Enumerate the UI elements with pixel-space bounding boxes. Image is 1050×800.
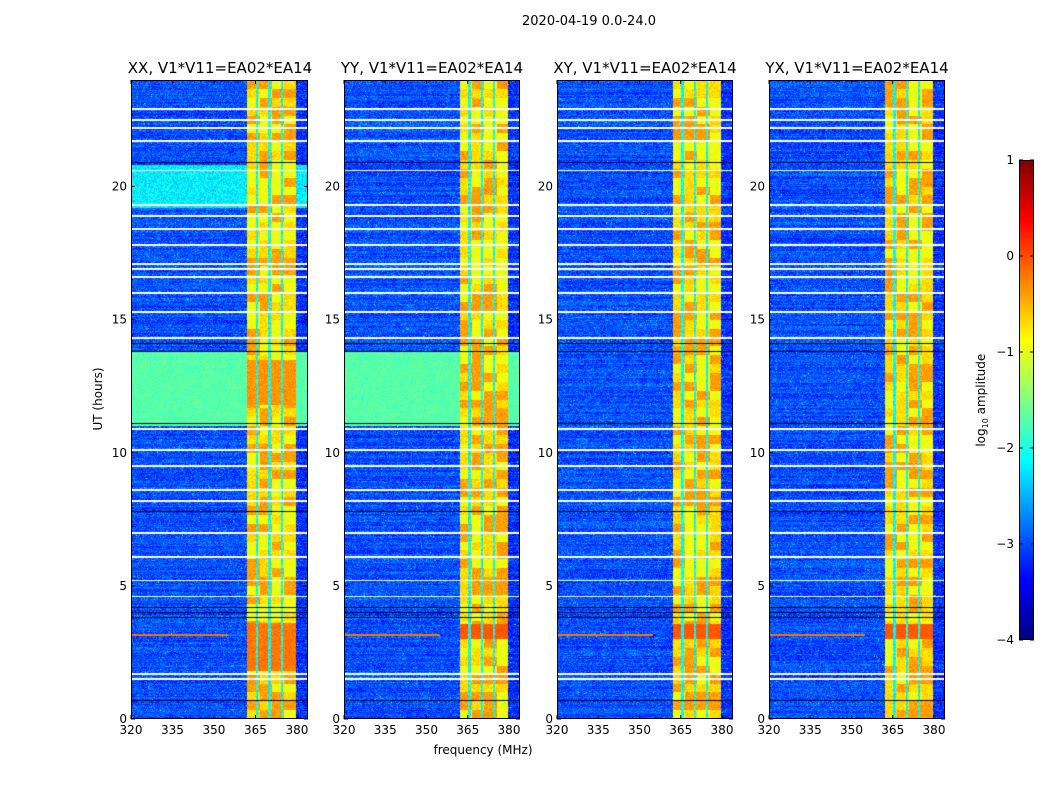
x-tick-label: 320 xyxy=(758,723,781,737)
heatmap-xy xyxy=(557,80,733,719)
panel-title-xy: XY, V1*V11=EA02*EA14 xyxy=(553,59,737,77)
x-tick-label: 320 xyxy=(546,723,569,737)
y-tick-label: 0 xyxy=(332,712,340,726)
y-tick-label: 10 xyxy=(112,446,127,460)
colorbar-frame xyxy=(1019,160,1034,640)
x-axis-label: frequency (MHz) xyxy=(433,743,533,757)
y-tick-label: 0 xyxy=(757,712,765,726)
panel-title-xx: XX, V1*V11=EA02*EA14 xyxy=(127,59,313,77)
y-tick-label: 20 xyxy=(112,180,127,194)
axes-frame xyxy=(557,80,733,719)
y-tick-label: 5 xyxy=(757,579,765,593)
x-tick-label: 365 xyxy=(669,723,692,737)
x-tick-label: 365 xyxy=(456,723,479,737)
y-tick-label: 20 xyxy=(325,180,340,194)
x-tick-label: 380 xyxy=(923,723,946,737)
axes-frame xyxy=(131,80,308,719)
y-tick-label: 15 xyxy=(750,313,765,327)
x-tick-label: 350 xyxy=(415,723,438,737)
x-tick-label: 320 xyxy=(333,723,356,737)
axes-frame xyxy=(769,80,945,719)
axes-frame xyxy=(344,80,520,719)
x-tick-label: 350 xyxy=(628,723,651,737)
y-tick-label: 15 xyxy=(325,313,340,327)
x-tick-label: 320 xyxy=(120,723,143,737)
colorbar-tick-label: 1 xyxy=(1006,153,1014,167)
y-tick-label: 10 xyxy=(538,446,553,460)
y-tick-label: 15 xyxy=(538,313,553,327)
heatmap-yx xyxy=(769,80,945,719)
colorbar-label-prefix: log xyxy=(973,428,988,447)
x-tick-label: 365 xyxy=(244,723,267,737)
y-tick-label: 20 xyxy=(750,180,765,194)
x-tick-label: 365 xyxy=(881,723,904,737)
y-tick-label: 5 xyxy=(545,579,553,593)
y-tick-label: 20 xyxy=(538,180,553,194)
colorbar-label: log10 amplitude xyxy=(974,340,990,460)
x-tick-label: 350 xyxy=(840,723,863,737)
colorbar-tick-label: −3 xyxy=(996,537,1014,551)
colorbar-tick-label: −4 xyxy=(996,633,1014,647)
x-tick-label: 380 xyxy=(498,723,521,737)
y-tick-label: 5 xyxy=(119,579,127,593)
x-tick-label: 350 xyxy=(203,723,226,737)
y-tick-label: 10 xyxy=(325,446,340,460)
x-tick-label: 335 xyxy=(161,723,184,737)
x-tick-label: 380 xyxy=(285,723,308,737)
colorbar-label-suffix: amplitude xyxy=(973,353,988,419)
colorbar-tick-label: −2 xyxy=(996,441,1014,455)
colorbar xyxy=(1019,160,1034,640)
colorbar-tick-label: 0 xyxy=(1006,249,1014,263)
y-tick-label: 5 xyxy=(332,579,340,593)
colorbar-label-sub: 10 xyxy=(981,418,991,429)
x-tick-label: 380 xyxy=(711,723,734,737)
heatmap-yy xyxy=(344,80,520,719)
y-tick-label: 10 xyxy=(750,446,765,460)
y-tick-label: 0 xyxy=(545,712,553,726)
y-tick-label: 15 xyxy=(112,313,127,327)
colorbar-tick-label: −1 xyxy=(996,345,1014,359)
x-tick-label: 335 xyxy=(374,723,397,737)
figure-title: 2020-04-19 0.0-24.0 xyxy=(522,14,656,29)
y-tick-label: 0 xyxy=(119,712,127,726)
panel-title-yy: YY, V1*V11=EA02*EA14 xyxy=(340,59,524,77)
y-axis-label: UT (hours) xyxy=(91,367,105,431)
heatmap-xx xyxy=(131,80,308,719)
panel-title-yx: YX, V1*V11=EA02*EA14 xyxy=(765,59,949,77)
x-tick-label: 335 xyxy=(799,723,822,737)
x-tick-label: 335 xyxy=(587,723,610,737)
